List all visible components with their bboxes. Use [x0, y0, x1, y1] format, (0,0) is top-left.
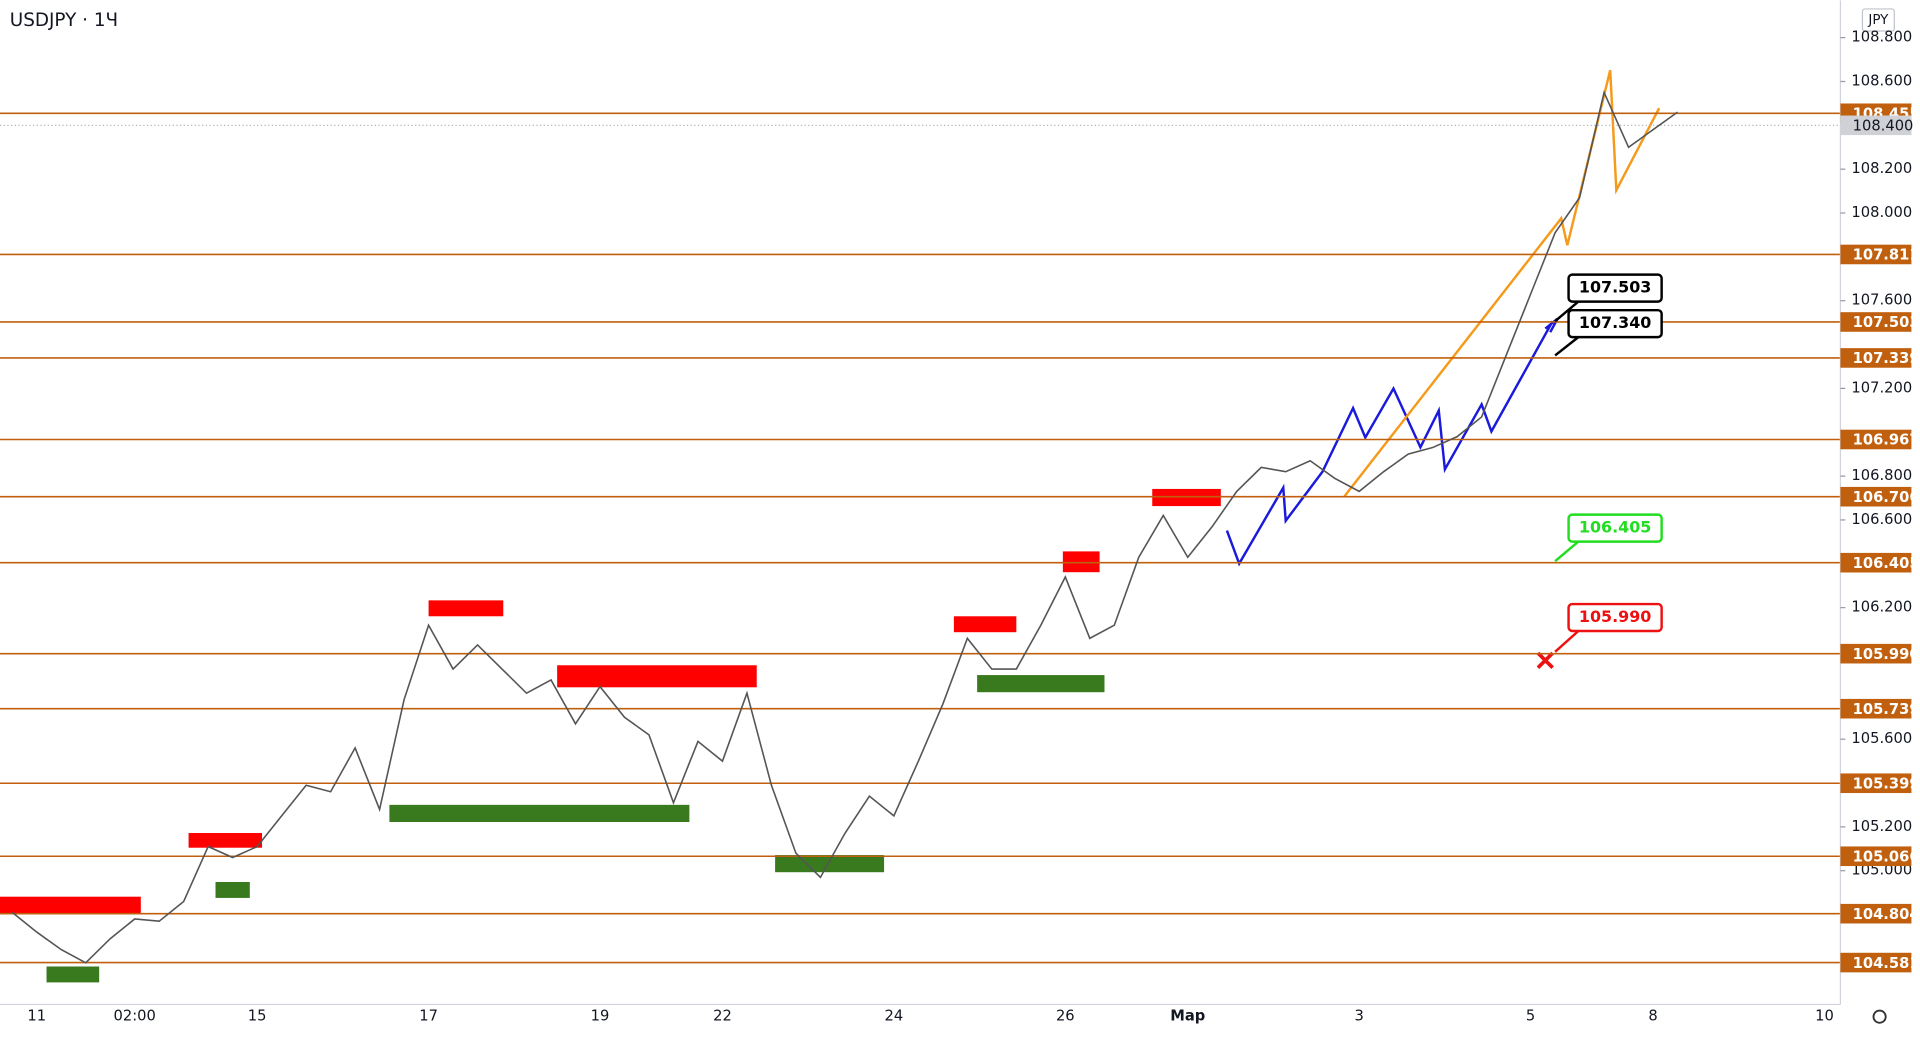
level-tag — [1840, 429, 1912, 450]
supply-zone — [188, 833, 263, 848]
level-tag — [1840, 643, 1912, 664]
level-label: 105.066 — [1853, 848, 1920, 865]
level-tag — [1840, 552, 1912, 573]
y-tick-label: 105.200 — [1851, 818, 1912, 835]
y-tick-label: 106.600 — [1851, 511, 1912, 528]
x-tick-label: 02:00 — [114, 1008, 156, 1025]
level-tag — [1840, 773, 1912, 794]
y-tick-label: 108.800 — [1851, 29, 1912, 46]
callout-label: 105.990 — [1579, 607, 1651, 626]
supply-zone — [557, 665, 757, 688]
supply-zone — [428, 600, 504, 617]
price-line — [11, 89, 1679, 964]
x-tick-label: 11 — [27, 1008, 46, 1025]
x-tick-label: 3 — [1355, 1008, 1364, 1025]
callout-line — [1554, 336, 1580, 357]
last-price-tag — [1840, 115, 1912, 136]
level-label: 107.503 — [1853, 314, 1920, 331]
level-label: 105.739 — [1853, 701, 1920, 718]
level-label: 106.405 — [1853, 555, 1920, 572]
demand-zone — [775, 855, 885, 873]
level-label: 107.811 — [1853, 247, 1920, 264]
callout-label: 107.340 — [1579, 313, 1651, 332]
x-tick-label: 10 — [1815, 1008, 1834, 1025]
projection-path — [1225, 320, 1554, 567]
level-tag — [1840, 244, 1912, 265]
level-label: 106.706 — [1853, 489, 1920, 506]
callout-line — [1554, 300, 1580, 323]
level-label: 104.804 — [1853, 906, 1920, 923]
supply-zone — [953, 616, 1017, 633]
level-label: 105.990 — [1853, 646, 1920, 663]
callout-label: 107.503 — [1579, 278, 1651, 297]
x-tick-label: 17 — [419, 1008, 438, 1025]
x-tick-label: Мар — [1170, 1008, 1205, 1025]
y-tick-label: 108.000 — [1851, 204, 1912, 221]
symbol-title: USDJPY · 1Ч — [10, 10, 118, 31]
x-tick-label: 8 — [1648, 1008, 1657, 1025]
x-tick-label: 22 — [713, 1008, 732, 1025]
settings-icon[interactable] — [1872, 1009, 1887, 1024]
level-label: 107.339 — [1853, 350, 1920, 367]
callout-box — [1567, 602, 1663, 633]
y-tick-label: 107.600 — [1851, 292, 1912, 309]
y-tick-label: 106.800 — [1851, 467, 1912, 484]
demand-zone — [977, 675, 1105, 693]
x-tick-label: 5 — [1526, 1008, 1535, 1025]
level-tag — [1840, 312, 1912, 332]
last-price-label: 108.400 — [1853, 118, 1914, 135]
y-tick-label: 106.200 — [1851, 599, 1912, 616]
y-tick-label: 108.200 — [1851, 160, 1912, 177]
y-tick-label: 108.600 — [1851, 72, 1912, 89]
callout-box — [1567, 273, 1663, 303]
level-tag — [1840, 486, 1912, 507]
callout-box — [1567, 513, 1663, 543]
x-tick-label: 19 — [591, 1008, 610, 1025]
y-tick-label: 105.600 — [1851, 730, 1912, 747]
level-tag — [1840, 348, 1912, 368]
callout-box — [1567, 308, 1663, 339]
y-tick-label: 107.200 — [1851, 379, 1912, 396]
callout-label: 106.405 — [1579, 518, 1651, 537]
demand-zone — [215, 882, 250, 898]
supply-zone — [1062, 551, 1100, 573]
x-tick-label: 24 — [885, 1008, 904, 1025]
supply-zone — [0, 896, 141, 914]
level-tag — [1840, 952, 1912, 973]
level-tag — [1840, 698, 1912, 719]
plot-area — [0, 69, 1841, 983]
level-tag — [1840, 903, 1912, 924]
demand-zone — [389, 804, 690, 822]
level-label: 104.581 — [1853, 955, 1920, 972]
cross-marker — [1536, 651, 1554, 670]
level-tag — [1840, 846, 1912, 867]
supply-zone — [1152, 488, 1221, 507]
currency-box — [1861, 8, 1895, 32]
currency-label: JPY — [1867, 13, 1889, 28]
demand-zone — [46, 966, 100, 983]
callout-line — [1554, 630, 1580, 653]
level-label: 105.399 — [1853, 775, 1920, 792]
x-tick-label: 26 — [1056, 1008, 1075, 1025]
level-label: 106.967 — [1853, 432, 1920, 449]
callout-line — [1554, 540, 1580, 563]
x-tick-label: 15 — [248, 1008, 267, 1025]
